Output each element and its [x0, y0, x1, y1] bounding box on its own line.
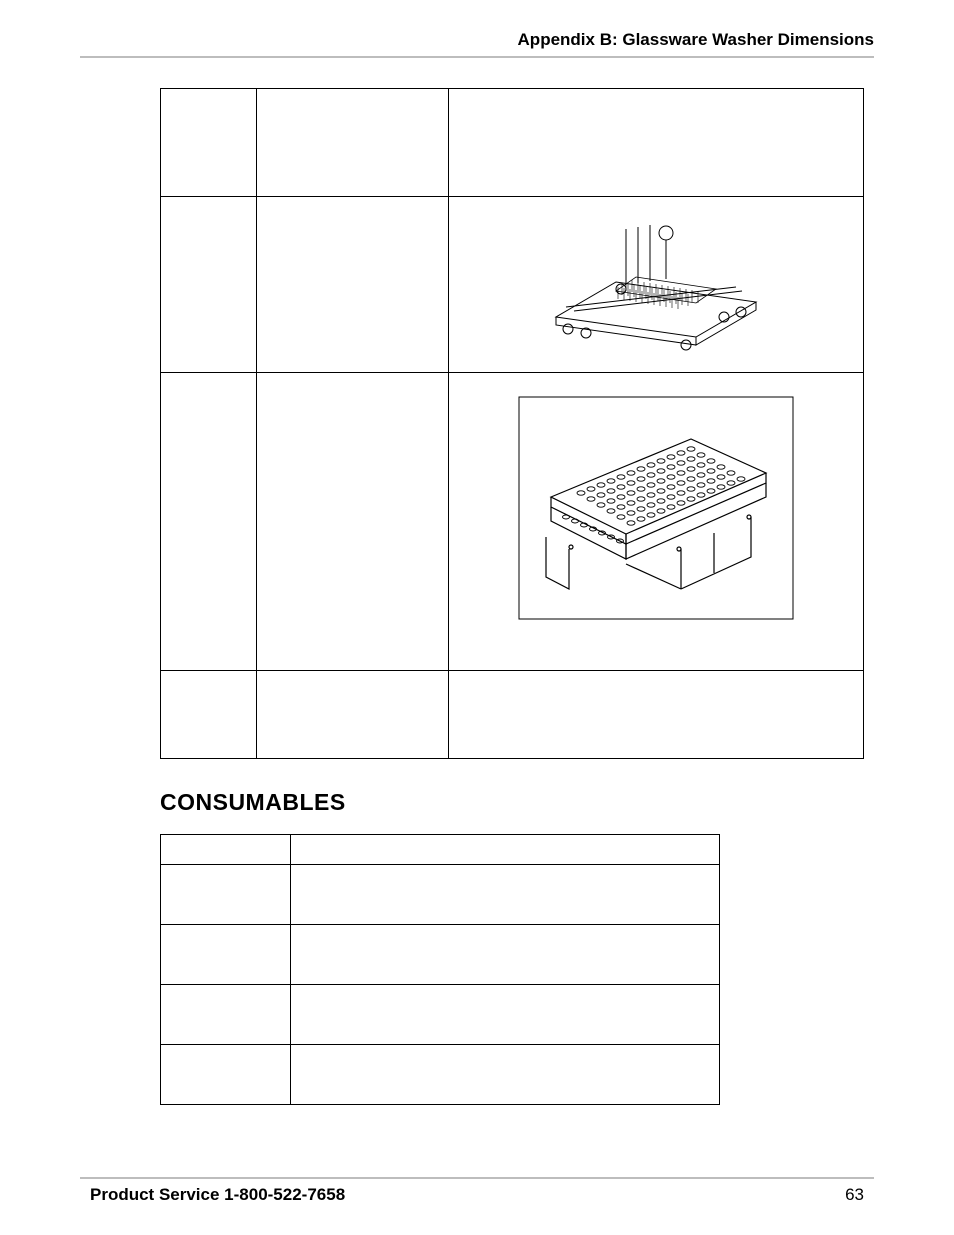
- cell: [291, 925, 720, 985]
- cell: [161, 373, 257, 671]
- cell: [161, 671, 257, 759]
- consumables-heading: CONSUMABLES: [160, 789, 874, 816]
- table-row: [161, 197, 864, 373]
- footer-page-number: 63: [845, 1185, 864, 1205]
- main-table-wrap: [160, 88, 864, 759]
- cell: [291, 985, 720, 1045]
- footer-service: Product Service 1-800-522-7658: [90, 1185, 345, 1205]
- table-row: [161, 835, 720, 865]
- cell: [257, 197, 449, 373]
- table-row: [161, 373, 864, 671]
- cell: [291, 835, 720, 865]
- header-title: Appendix B: Glassware Washer Dimensions: [80, 30, 874, 56]
- footer: Product Service 1-800-522-7658 63: [80, 1185, 874, 1205]
- table-row: [161, 1045, 720, 1105]
- consumables-table: [160, 834, 720, 1105]
- page: Appendix B: Glassware Washer Dimensions: [0, 0, 954, 1235]
- cell: [257, 89, 449, 197]
- cell: [257, 373, 449, 671]
- cell: [161, 1045, 291, 1105]
- table-row: [161, 985, 720, 1045]
- cell: [449, 89, 864, 197]
- table-row: [161, 89, 864, 197]
- table-row: [161, 865, 720, 925]
- table-row: [161, 671, 864, 759]
- main-table: [160, 88, 864, 759]
- consumables-table-wrap: [160, 834, 720, 1105]
- cell: [291, 865, 720, 925]
- cell: [449, 671, 864, 759]
- cell: [161, 835, 291, 865]
- header-rule: [80, 56, 874, 58]
- pipette-holder-diagram-icon: [511, 389, 801, 649]
- diagram-rack-cell: [449, 197, 864, 373]
- cell: [161, 197, 257, 373]
- cell: [161, 89, 257, 197]
- cell: [161, 985, 291, 1045]
- footer-rule: [80, 1177, 874, 1179]
- diagram-pipette-cell: [449, 373, 864, 671]
- cell: [291, 1045, 720, 1105]
- rack-diagram-icon: [526, 207, 786, 357]
- cell: [161, 925, 291, 985]
- cell: [161, 865, 291, 925]
- cell: [257, 671, 449, 759]
- table-row: [161, 925, 720, 985]
